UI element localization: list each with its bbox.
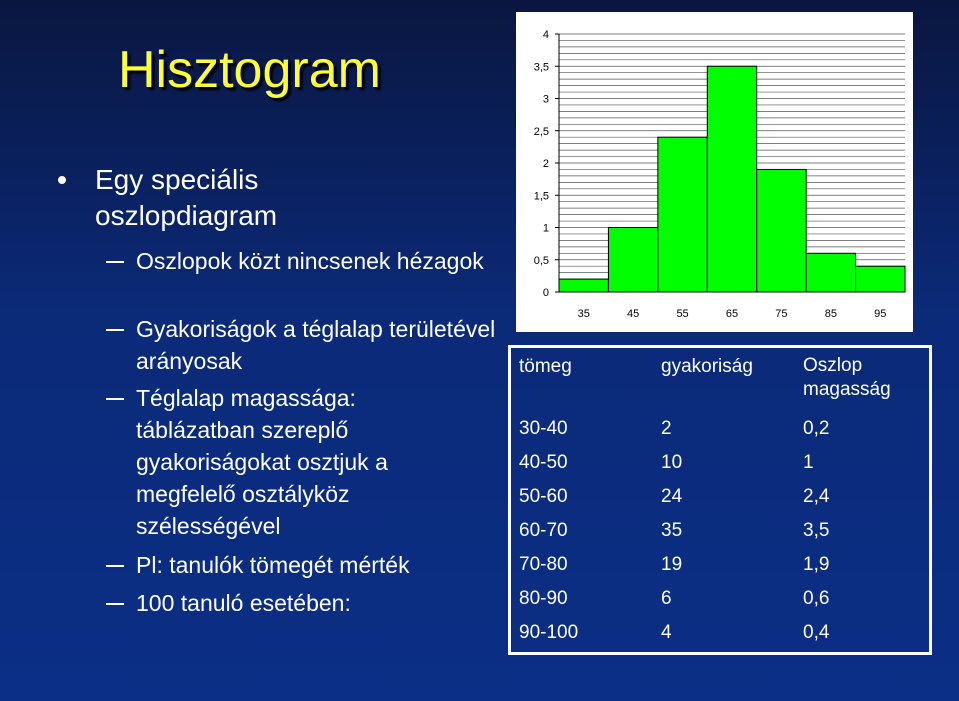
- table-cell: 50-60: [519, 486, 568, 507]
- x-tick-label: 35: [578, 308, 590, 320]
- table-cell: 0,4: [803, 622, 830, 643]
- dash-icon: [106, 329, 124, 331]
- sub-bullet-text: Gyakoriságok a téglalap területével arán…: [136, 316, 496, 374]
- sub-bullet-text: Oszlopok közt nincsenek hézagok: [136, 248, 484, 274]
- x-tick-label: 55: [676, 308, 688, 320]
- y-tick-label: 4: [543, 29, 549, 41]
- table-cell: 1,9: [803, 554, 830, 575]
- histogram-bar: [607, 227, 659, 293]
- dash-icon: [106, 565, 124, 567]
- y-tick-label: 1,5: [534, 190, 549, 202]
- table-cell: 60-70: [519, 520, 568, 541]
- x-tick-label: 65: [726, 308, 738, 320]
- dash-icon: [106, 261, 124, 263]
- histogram-bar: [657, 136, 708, 293]
- histogram-svg: 0 0,5 1 1,5 2 2,5 3 3,5 4 35 45 55 65 75 85 95: [534, 29, 906, 320]
- y-tick-label: 3: [543, 94, 549, 106]
- table-cell: 10: [661, 452, 683, 473]
- histogram-bar: [756, 168, 807, 293]
- table-cell: 40-50: [519, 452, 568, 473]
- table-cell: 19: [661, 554, 683, 575]
- slide-title: Hisztogram: [118, 41, 381, 99]
- table-header-cell: tömeg: [519, 356, 572, 377]
- table-cell: 24: [661, 486, 683, 507]
- table-cell: 80-90: [519, 588, 568, 609]
- table-cell: 4: [661, 622, 672, 643]
- x-tick-label: 85: [825, 308, 837, 320]
- x-tick-label: 95: [874, 308, 886, 320]
- sub-bullet-text: 100 tanuló esetében:: [136, 590, 351, 616]
- y-tick-label: 2,5: [534, 126, 549, 138]
- histogram-bar: [805, 252, 857, 293]
- table-cell: 1: [803, 452, 814, 473]
- sub-bullet-text: Pl: tanulók tömegét mérték: [136, 552, 410, 578]
- dash-icon: [106, 603, 124, 605]
- table-cell: 0,2: [803, 418, 830, 439]
- main-bullet: Egy speciális oszlopdiagram: [95, 164, 278, 231]
- frequency-table: tömeg gyakoriság Oszlop magasság 30-40 2 0,2 4…: [508, 345, 932, 655]
- table-cell: 35: [661, 520, 683, 541]
- bullet-dot-icon: [58, 176, 66, 184]
- y-tick-label: 1: [543, 223, 549, 235]
- table-cell: 30-40: [519, 418, 568, 439]
- table-cell: 90-100: [519, 622, 579, 643]
- y-tick-label: 0: [543, 287, 549, 299]
- table-cell: 2,4: [803, 486, 830, 507]
- text-panel: Egy speciális oszlopdiagram Oszlopok köz…: [0, 0, 500, 701]
- table-cell: 3,5: [803, 520, 830, 541]
- y-tick-label: 3,5: [534, 61, 549, 73]
- table-cell: 70-80: [519, 554, 568, 575]
- x-tick-label: 75: [775, 308, 787, 320]
- histogram-chart: 0 0,5 1 1,5 2 2,5 3 3,5 4 35 45 55 65 75 85 95: [516, 12, 913, 332]
- dash-icon: [106, 398, 124, 400]
- x-tick-label: 45: [627, 308, 639, 320]
- table-cell: 6: [661, 588, 672, 609]
- table-cell: 0,6: [803, 588, 830, 609]
- table-cell: 2: [661, 418, 672, 439]
- y-tick-label: 2: [543, 158, 549, 170]
- histogram-bar: [706, 65, 758, 293]
- y-tick-label: 0,5: [534, 255, 549, 267]
- sub-bullet-text: Téglalap magassága: táblázatban szereplő…: [136, 385, 388, 539]
- histogram-bar: [855, 265, 906, 293]
- histogram-bar: [558, 278, 609, 293]
- table-header-cell: Oszlop magasság: [803, 355, 891, 400]
- table-header-cell: gyakoriság: [661, 356, 753, 377]
